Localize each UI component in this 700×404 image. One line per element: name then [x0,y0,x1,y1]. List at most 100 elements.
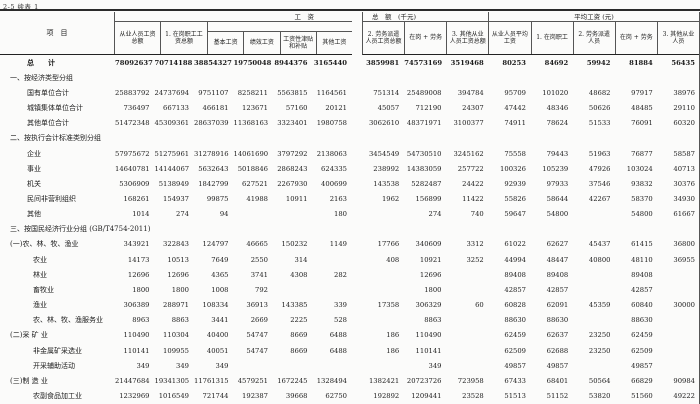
cell: 51560 [631,392,653,401]
table-row: 751314 25489008 394784 95709 101020 48682 9791… [362,85,699,100]
cell: 11761315 [194,376,229,385]
cell: 36955 [673,255,695,264]
cell: 6488 [329,346,347,355]
cell: 466181 [202,104,229,113]
cell: 1672245 [277,376,308,385]
cell: 723958 [457,376,484,385]
cell: 186 [386,346,400,355]
cell: 97917 [631,88,653,97]
table-row: 畜牧业 1800 1800 1008 792 [0,282,352,297]
cell: 10513 [167,255,189,264]
cell: 30376 [673,179,695,188]
cell: 48485 [631,104,653,113]
cell: 12696 [127,270,150,279]
cell: 17766 [377,240,400,249]
cell: 30000 [673,301,695,310]
cell: 54800 [631,210,653,219]
cell: 1842799 [198,179,229,188]
group-header-wage: 工 资 [115,12,352,22]
table-row: 17766 340609 3312 61022 62627 45437 61415 36800 [362,237,699,252]
cell: 62509 [504,346,526,355]
cell: 89408 [546,270,569,279]
col-header-onduty-plus-dispatch-total: 在岗 + 劳务 [404,22,446,54]
cell: 14061690 [233,149,269,158]
cell: 108334 [202,301,229,310]
cell: 5282487 [411,179,442,188]
row-label: 畜牧业 [33,285,54,294]
cell: 88630 [504,316,526,325]
table-row: 渔业 306389 288971 108334 36913 143385 339 [0,298,352,313]
cell: 74911 [504,119,526,128]
cell: 1149 [329,240,347,249]
table-row: 17358 306329 60 60828 62091 45359 60840 30000 [362,298,699,313]
cell: 48346 [546,104,569,113]
cell: 53820 [588,392,611,401]
cell: 74573169 [404,58,443,67]
table-row: 林业 12696 12696 4365 3741 4308 282 [0,267,352,282]
cell: 1008 [211,285,229,294]
cell: 60320 [673,119,695,128]
table-row: 3859981 74573169 3519468 80253 84692 59942 818… [362,55,699,70]
cell: 400699 [321,179,347,188]
cell: 62091 [546,301,569,310]
cell: 192892 [373,392,400,401]
cell: 2267930 [277,179,308,188]
cell: 62459 [504,331,526,340]
cell: 75558 [504,149,526,158]
cell: 58370 [631,194,653,203]
table-row: 3062610 48371971 3100377 74911 78624 51533 760… [362,116,699,131]
cell: 40800 [588,255,611,264]
left-column-headers: 从业人员工资总额 1. 在岗职工工资总额 基本工资 绩效工资 工资性津贴和补贴 … [115,22,352,54]
cell: 1328494 [316,376,347,385]
table-split-gap [352,12,362,404]
table-row: 开采辅助活动 349 349 349 [0,358,352,373]
group-header-amount-thousand-yuan: 总 额 (千元) [363,12,489,21]
cell: 46665 [246,240,268,249]
table-row: 二、按执行会计标准类别分组 [0,131,352,146]
cell: 349 [428,361,442,370]
cell: 274 [176,210,189,219]
cell: 5138949 [158,179,189,188]
table-row: 农副食品加工业 1232969 1016549 721744 192387 39668 62… [0,388,352,403]
cell: 3100377 [453,119,484,128]
cell: 20723726 [406,376,442,385]
cell: 8963 [132,316,150,325]
row-label: (一)农、林、牧、渔业 [10,240,79,249]
cell: 97933 [546,179,569,188]
left-columns: 工 资 从业人员工资总额 1. 在岗职工工资总额 基本工资 绩效工资 工资性津贴… [115,12,352,54]
cell: 349 [215,361,229,370]
cell: 62459 [631,331,653,340]
wage-statistics-table: 项 目 工 资 从业人员工资总额 1. 在岗职工工资总额 基本工资 绩效工资 工… [0,12,700,404]
cell: 5018846 [237,164,268,173]
cell: 168261 [123,194,150,203]
cell: 192387 [242,392,268,401]
cell: 274 [428,210,442,219]
cell: 339 [334,301,347,310]
cell: 8258211 [237,88,268,97]
table-row: 一、按经济类型分组 [0,70,352,85]
cell: 282 [334,270,347,279]
cell: 21447684 [115,376,150,385]
cell: 37546 [588,179,611,188]
cell: 3441 [211,316,229,325]
cell: 257722 [457,164,484,173]
cell: 80253 [502,58,526,67]
row-label: 城镇集体单位合计 [27,104,83,113]
cell: 49857 [504,361,526,370]
col-header-other-employed-wage-total: 3. 其他从业人员工资总额 [446,22,488,54]
cell: 61415 [631,240,653,249]
row-label: 民间非营利组织 [27,194,76,203]
cell: 740 [470,210,484,219]
cell: 1014 [132,210,150,219]
table-row: (一)农、林、牧、渔业 343921 322843 124797 46665 150232… [0,237,352,252]
cell: 1209441 [411,392,442,401]
cell: 123671 [242,104,268,113]
cell: 45057 [377,104,400,113]
cell: 47442 [504,104,526,113]
cell: 48371971 [406,119,442,128]
cell: 3519468 [450,58,484,67]
cell: 24422 [462,179,484,188]
row-label: 林业 [33,270,47,279]
row-label: 三、按国民经济行业分组 (GB/T4754-2011) [10,225,151,234]
